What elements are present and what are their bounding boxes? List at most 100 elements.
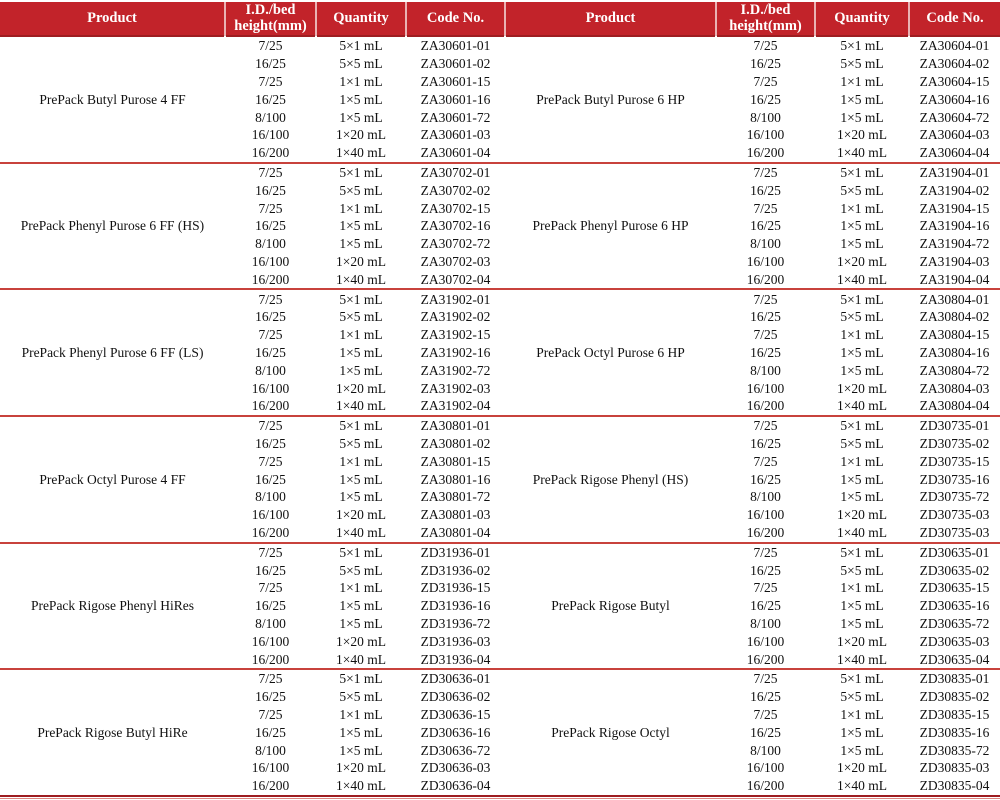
code-cell-left: ZA30601-03 — [420, 127, 491, 143]
quantity-cell-right: 1×5 mL — [840, 218, 884, 234]
quantity-cell-right: 5×1 mL — [840, 291, 884, 307]
code-cell-right: ZD30735-01 — [919, 418, 990, 434]
idbed-cell-right: 16/25 — [750, 724, 781, 740]
code-cell-left: ZA30601-15 — [420, 74, 491, 90]
code-cell-right: ZD30835-03 — [919, 760, 990, 776]
product-cell-right: PrePack Octyl Purose 6 HP — [536, 345, 685, 360]
idbed-cell-right: 8/100 — [750, 615, 781, 631]
code-cell-left: ZA30702-01 — [420, 165, 491, 181]
quantity-cell-right: 1×1 mL — [840, 74, 884, 90]
header-product-right: Product — [504, 2, 716, 37]
quantity-cell-left: 1×5 mL — [339, 91, 383, 107]
idbed-cell-right: 7/25 — [753, 706, 778, 722]
quantity-cell-right: 1×5 mL — [840, 615, 884, 631]
quantity-cell-right: 1×5 mL — [840, 362, 884, 378]
quantity-cell-right: 5×1 mL — [840, 38, 884, 54]
quantity-cell-left: 5×1 mL — [339, 291, 383, 307]
table-row: 16/25 1×5 mL ZA30702-16 16/25 1×5 mL ZA31904-… — [0, 217, 1000, 235]
code-cell-right: ZD30835-72 — [919, 742, 990, 758]
idbed-cell-right: 16/200 — [746, 778, 785, 794]
idbed-cell-right: 16/25 — [750, 689, 781, 705]
product-cell-right: PrePack Phenyl Purose 6 HP — [532, 218, 689, 234]
code-cell-left: ZA31902-72 — [420, 362, 491, 378]
idbed-cell-left: 7/25 — [258, 74, 283, 90]
quantity-cell-left: 1×1 mL — [339, 327, 383, 343]
code-cell-right: ZA30804-72 — [919, 362, 990, 378]
table-row: 7/25 1×1 mL ZD31936-15 7/25 1×1 mL ZD30635-15 — [0, 579, 1000, 597]
quantity-cell-left: 1×20 mL — [336, 380, 386, 396]
quantity-cell-left: 5×5 mL — [339, 689, 383, 705]
quantity-cell-left: 1×5 mL — [339, 724, 383, 740]
code-cell-right: ZA30604-01 — [919, 38, 990, 54]
idbed-cell-left: 7/25 — [258, 291, 283, 307]
code-cell-left: ZD30636-01 — [420, 671, 491, 687]
table-row: 7/25 1×1 mL ZD30636-15 7/25 1×1 mL ZD30835-15 — [0, 706, 1000, 724]
quantity-cell-right: 1×20 mL — [837, 127, 887, 143]
code-cell-left: ZA30702-02 — [420, 182, 491, 198]
idbed-cell-left: 16/200 — [251, 524, 290, 540]
table-header: Product I.D./bed height(mm) Quantity Cod… — [0, 2, 1000, 37]
code-cell-left: ZA30601-01 — [420, 38, 491, 54]
header-quantity-right: Quantity — [814, 2, 909, 37]
code-cell-right: ZA30804-15 — [919, 327, 990, 343]
quantity-cell-left: 5×5 mL — [339, 182, 383, 198]
idbed-cell-right: 8/100 — [750, 236, 781, 252]
product-cell-right: PrePack Rigose Octyl — [551, 724, 670, 740]
idbed-cell-left: 8/100 — [255, 615, 286, 631]
product-group: PrePack Octyl Purose 4 FF 7/25 5×1 mL ZA308… — [0, 416, 1000, 543]
quantity-cell-left: 1×5 mL — [339, 218, 383, 234]
quantity-cell-right: 1×5 mL — [840, 742, 884, 758]
quantity-cell-left: 1×5 mL — [339, 109, 383, 125]
idbed-cell-right: 7/25 — [753, 544, 778, 560]
idbed-cell-left: 16/25 — [255, 724, 286, 740]
code-cell-right: ZA31904-04 — [919, 271, 990, 287]
idbed-cell-left: 7/25 — [258, 165, 283, 181]
idbed-cell-left: 16/200 — [251, 651, 290, 667]
code-cell-right: ZA30804-03 — [919, 380, 990, 396]
table-row: 16/200 1×40 mL ZA30702-04 16/200 1×40 mL ZA31… — [0, 271, 1000, 290]
idbed-cell-left: 16/100 — [251, 254, 290, 270]
table-row: 16/25 5×5 mL ZA31902-02 16/25 5×5 mL ZA30804-… — [0, 308, 1000, 326]
table-row: 16/25 5×5 mL ZA30801-02 16/25 5×5 mL ZD30735-… — [0, 435, 1000, 453]
code-cell-left: ZD30636-04 — [420, 778, 491, 794]
code-cell-left: ZA30601-02 — [420, 56, 491, 72]
quantity-cell-right: 1×40 mL — [837, 651, 887, 667]
idbed-cell-right: 16/25 — [750, 471, 781, 487]
code-cell-right: ZA30604-04 — [919, 145, 990, 161]
code-cell-left: ZA30702-15 — [420, 200, 491, 216]
code-cell-left: ZD30636-03 — [420, 760, 491, 776]
idbed-cell-right: 7/25 — [753, 200, 778, 216]
table-row: 16/100 1×20 mL ZA30601-03 16/100 1×20 mL ZA30… — [0, 126, 1000, 144]
quantity-cell-right: 1×20 mL — [837, 380, 887, 396]
quantity-cell-right: 5×5 mL — [840, 309, 884, 325]
code-cell-left: ZA30801-02 — [420, 435, 491, 451]
code-cell-right: ZA31904-72 — [919, 236, 990, 252]
code-cell-right: ZD30635-15 — [919, 580, 990, 596]
quantity-cell-right: 1×40 mL — [837, 271, 887, 287]
code-cell-right: ZD30835-04 — [919, 778, 990, 794]
table-row: 7/25 1×1 mL ZA30801-15 7/25 1×1 mL ZD30735-15 — [0, 453, 1000, 471]
header-idbed-right: I.D./bed height(mm) — [715, 2, 815, 37]
idbed-cell-right: 16/200 — [746, 651, 785, 667]
product-cell-left: PrePack Butyl Purose 4 FF — [39, 91, 186, 107]
idbed-cell-left: 16/200 — [251, 145, 290, 161]
code-cell-right: ZD30735-72 — [919, 489, 990, 505]
code-cell-right: ZD30635-02 — [919, 562, 990, 578]
code-cell-right: ZD30835-01 — [919, 671, 990, 687]
idbed-cell-right: 16/200 — [746, 524, 785, 540]
quantity-cell-left: 1×20 mL — [336, 127, 386, 143]
idbed-cell-right: 16/100 — [746, 633, 785, 649]
table-row: 8/100 1×5 mL ZD30636-72 8/100 1×5 mL ZD30835-… — [0, 741, 1000, 759]
quantity-cell-right: 1×1 mL — [840, 580, 884, 596]
code-cell-left: ZA31902-01 — [420, 291, 491, 307]
quantity-cell-left: 1×5 mL — [339, 471, 383, 487]
idbed-cell-left: 7/25 — [258, 453, 283, 469]
product-cell-right: PrePack Butyl Purose 6 HP — [536, 91, 685, 107]
code-cell-right: ZD30735-03 — [919, 507, 990, 523]
code-cell-left: ZA30601-04 — [420, 145, 491, 161]
code-cell-right: ZD30735-03 — [919, 524, 990, 540]
idbed-cell-right: 16/100 — [746, 380, 785, 396]
code-cell-right: ZA31904-03 — [919, 254, 990, 270]
code-cell-right: ZA31904-15 — [919, 200, 990, 216]
code-cell-left: ZA30801-16 — [420, 471, 491, 487]
